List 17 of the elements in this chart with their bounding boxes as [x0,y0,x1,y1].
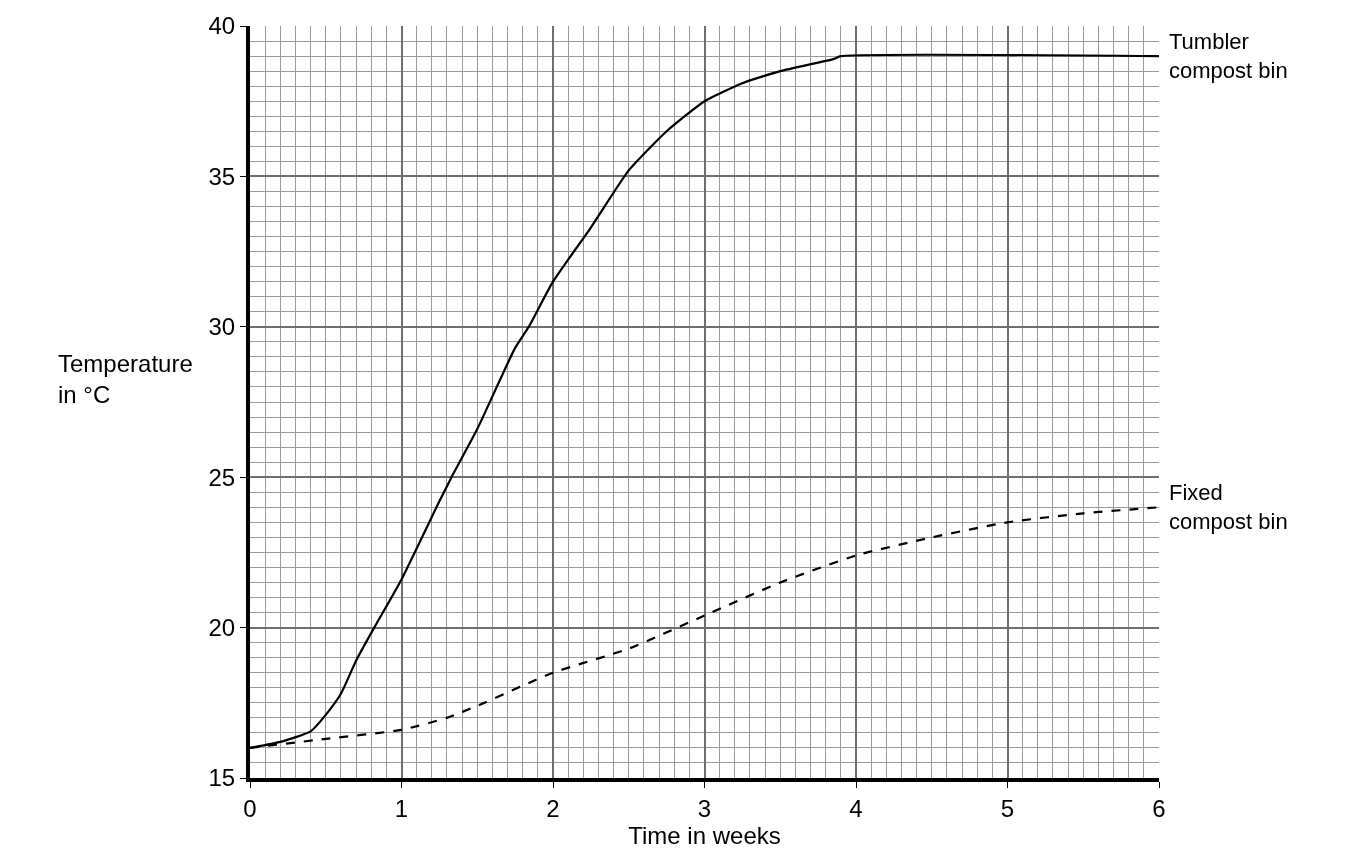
y-tick-label: 25 [208,463,236,491]
series-label: Fixed compost bin [1169,480,1288,534]
x-tick-label: 6 [1152,794,1166,822]
x-tick-label: 5 [1000,794,1015,822]
x-tick-label: 2 [546,794,560,822]
y-tick-label: 20 [208,614,236,641]
x-tick-label: 1 [394,794,409,822]
series-label: Tumbler compost bin [1169,29,1288,83]
x-tick-label: 4 [849,794,863,822]
y-tick-label: 40 [208,12,236,40]
y-axis-title: Temperature in °C [58,350,193,409]
y-tick-label: 35 [208,162,236,190]
y-tick-label: 15 [208,764,236,792]
x-tick-label: 0 [243,794,257,822]
y-tick-label: 30 [208,313,236,341]
x-axis-title: Time in weeks [628,821,781,849]
x-tick-label: 3 [697,794,712,822]
